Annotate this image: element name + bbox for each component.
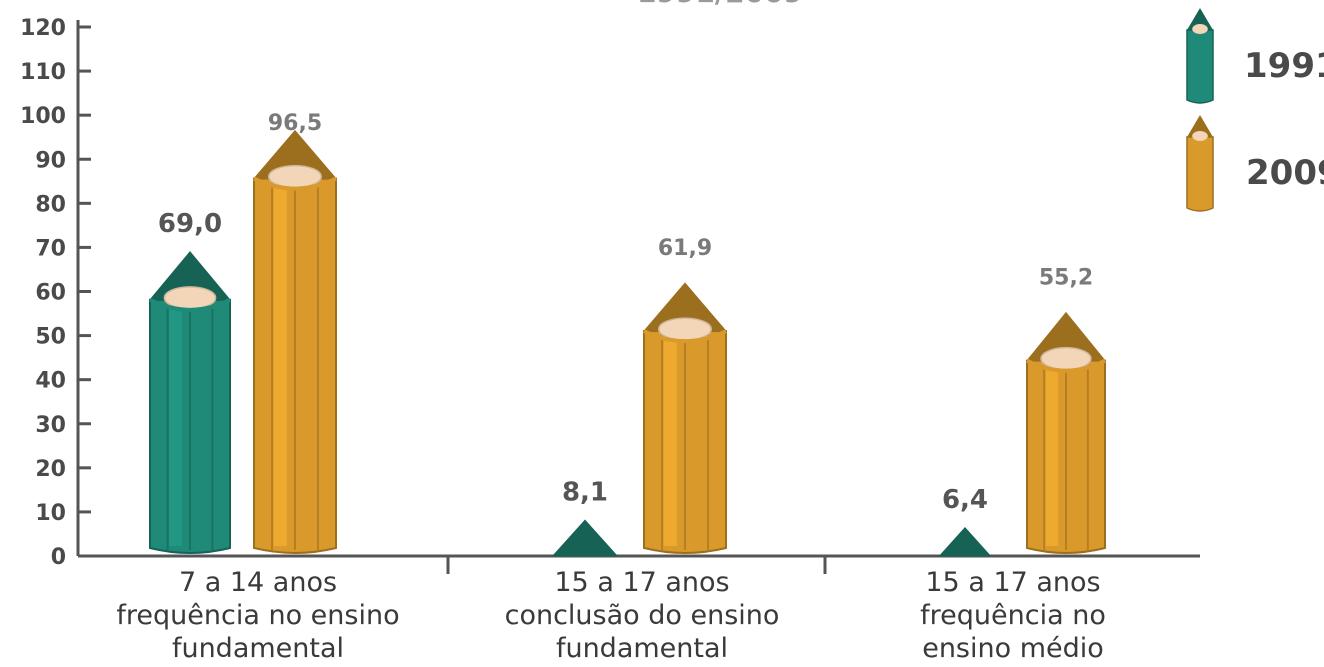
pencil-wood: [268, 164, 322, 189]
data-label: 61,9: [658, 236, 712, 261]
chart-title: 1991/2009: [637, 0, 803, 9]
y-tick-label: 100: [20, 104, 66, 129]
pencil-wood: [163, 286, 217, 310]
pencil-collar-edge: [253, 176, 337, 191]
pencil-wood: [1040, 346, 1092, 371]
legend-pencil-tip: [1187, 115, 1213, 137]
pencil-bar-2009-2: [1025, 311, 1107, 554]
y-tick-label: 30: [35, 413, 66, 438]
y-tick-label: 80: [35, 192, 66, 217]
pencil-tip: [551, 519, 619, 557]
data-label: 55,2: [1039, 266, 1093, 291]
pencil-highlight: [1045, 364, 1059, 546]
x-category-label: fundamental: [172, 633, 344, 664]
legend-pencil-tip: [1187, 8, 1213, 30]
pencil-bar-2009-0: [252, 129, 338, 554]
data-label: 96,5: [268, 111, 322, 136]
pencil-highlight: [169, 303, 182, 546]
data-label: 8,1: [562, 477, 608, 507]
pencil-collar-edge: [1026, 358, 1106, 373]
pencil-collar-edge: [643, 329, 727, 344]
legend-pencil-wood: [1192, 24, 1208, 34]
x-category-label: fundamental: [556, 633, 728, 664]
x-category-label: frequência no: [920, 600, 1106, 631]
y-tick-label: 60: [35, 281, 66, 306]
x-category-label: 15 a 17 anos: [925, 567, 1100, 598]
pencil-bar-2009-1: [642, 282, 728, 554]
y-tick-label: 120: [20, 16, 66, 41]
legend-pencil-wood: [1192, 131, 1208, 141]
y-tick-label: 50: [35, 325, 66, 350]
data-label: 69,0: [158, 209, 222, 239]
pencil-tip: [938, 527, 992, 557]
y-tick-label: 70: [35, 236, 66, 261]
x-category-label: frequência no ensino: [116, 600, 399, 631]
pencil-bar-1991-1: [551, 519, 619, 557]
pencil-highlight: [663, 335, 677, 546]
pencil-bar-1991-0: [148, 251, 232, 554]
legend-pencil-1991: [1186, 8, 1214, 104]
legend-pencil-body: [1186, 29, 1214, 104]
legend-label: 1991: [1244, 46, 1324, 86]
y-tick-label: 90: [35, 148, 66, 173]
pencil-wood: [658, 317, 712, 341]
y-tick-label: 20: [35, 457, 66, 482]
x-category-label: ensino médio: [922, 633, 1104, 664]
legend-label: 2009: [1246, 153, 1324, 193]
x-category-label: conclusão do ensino: [505, 600, 780, 631]
y-tick-label: 10: [35, 501, 66, 526]
y-tick-label: 110: [20, 60, 66, 85]
pencil-bar-1991-2: [938, 527, 992, 557]
pencil-highlight: [273, 182, 287, 547]
x-category-label: 7 a 14 anos: [179, 567, 337, 598]
y-tick-label: 0: [51, 545, 66, 570]
legend-pencil-2009: [1186, 115, 1214, 212]
x-category-label: 15 a 17 anos: [554, 567, 729, 598]
legend-pencil-body: [1186, 136, 1214, 212]
data-label: 6,4: [942, 485, 988, 515]
y-tick-label: 40: [35, 369, 66, 394]
pencil-collar-edge: [149, 298, 231, 312]
